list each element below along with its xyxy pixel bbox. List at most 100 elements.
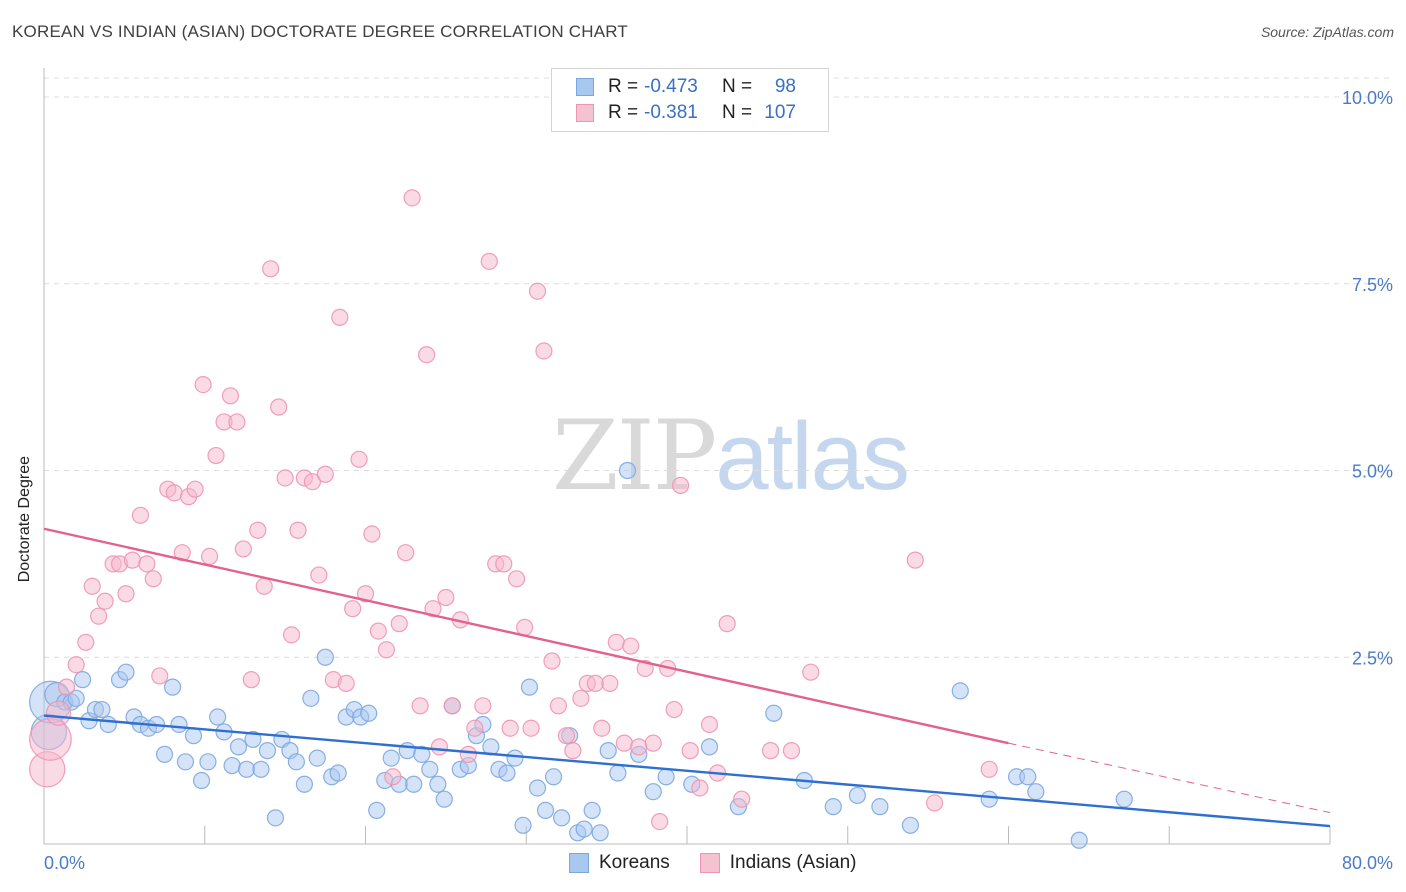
indian-point bbox=[90, 607, 108, 625]
indian-point bbox=[417, 346, 436, 364]
legend-swatch-pink bbox=[576, 104, 594, 122]
legend-n-label: N = bbox=[722, 102, 753, 123]
indian-point bbox=[186, 480, 204, 498]
korean-point bbox=[520, 678, 539, 696]
indians-label: Indians (Asian) bbox=[729, 852, 857, 873]
indian-point bbox=[501, 719, 519, 737]
korean-point bbox=[99, 715, 117, 734]
korean-point bbox=[421, 760, 439, 778]
indian-point bbox=[131, 506, 150, 524]
korean-point bbox=[164, 678, 182, 696]
indian-point bbox=[67, 656, 85, 674]
korean-point bbox=[209, 708, 227, 726]
indian-point bbox=[630, 738, 648, 756]
indian-point bbox=[276, 469, 294, 487]
indian-point bbox=[466, 719, 484, 737]
korean-point bbox=[765, 704, 783, 722]
korean-point bbox=[368, 801, 386, 819]
watermark: ZIPatlas bbox=[552, 400, 910, 512]
indian-point bbox=[331, 308, 349, 326]
korean-point bbox=[901, 816, 920, 834]
indian-point bbox=[718, 615, 736, 633]
korean-point bbox=[553, 809, 571, 827]
indian-point bbox=[363, 525, 381, 543]
korean-point bbox=[536, 801, 555, 819]
indian-point bbox=[377, 641, 395, 659]
indian-point bbox=[151, 667, 169, 685]
indian-point bbox=[390, 615, 408, 633]
indian-point bbox=[430, 738, 449, 756]
korean-point bbox=[429, 775, 447, 793]
korean-point bbox=[599, 742, 617, 760]
korean-point bbox=[1070, 831, 1088, 849]
indian-point bbox=[397, 544, 415, 562]
korean-point bbox=[199, 753, 217, 771]
indian-point bbox=[194, 375, 212, 394]
y-tick-label: 2.5% bbox=[1352, 648, 1393, 668]
indian-point bbox=[369, 622, 387, 640]
indian-point bbox=[29, 718, 72, 761]
korean-point bbox=[413, 745, 431, 763]
indian-point bbox=[228, 413, 246, 431]
indian-point bbox=[200, 547, 219, 566]
korean-point bbox=[93, 700, 111, 719]
indian-point bbox=[535, 342, 553, 360]
legend-item-indians[interactable]: Indians (Asian) bbox=[699, 852, 857, 874]
indian-point bbox=[337, 674, 355, 692]
legend-n-value: 98 bbox=[774, 76, 796, 97]
korean-point bbox=[237, 760, 256, 778]
indian-point bbox=[45, 700, 72, 726]
korean-point bbox=[252, 760, 270, 778]
korean-point bbox=[609, 764, 627, 782]
indian-point bbox=[557, 727, 576, 745]
indian-point bbox=[586, 674, 604, 692]
korean-point bbox=[1115, 790, 1133, 808]
indian-point bbox=[802, 663, 820, 681]
korean-point bbox=[848, 786, 866, 805]
korean-trend-line bbox=[43, 714, 1331, 828]
korean-point bbox=[575, 820, 593, 838]
y-tick-label: 5.0% bbox=[1352, 462, 1393, 482]
indian-point bbox=[516, 618, 534, 636]
x-tick-label: 0.0% bbox=[44, 853, 85, 873]
y-axis-label: Doctorate Degree bbox=[16, 456, 33, 583]
indian-point bbox=[411, 697, 429, 715]
indian-point bbox=[671, 476, 690, 495]
indian-point bbox=[700, 715, 719, 734]
korean-point bbox=[308, 749, 326, 767]
indian-point bbox=[980, 760, 998, 778]
korean-point bbox=[329, 764, 347, 782]
indian-point bbox=[289, 521, 307, 539]
koreans-label: Koreans bbox=[599, 852, 670, 873]
korean-point bbox=[67, 689, 85, 707]
korean-point bbox=[192, 771, 211, 790]
indian-point bbox=[761, 742, 780, 760]
korean-point bbox=[360, 704, 378, 722]
legend-r-value: -0.381 bbox=[644, 102, 698, 123]
korean-point bbox=[266, 809, 285, 827]
indian-point bbox=[622, 637, 640, 655]
indian-point bbox=[282, 626, 301, 644]
indian-point bbox=[665, 700, 683, 719]
indian-point bbox=[123, 551, 142, 569]
korean-point bbox=[73, 671, 92, 689]
x-tick-label: 80.0% bbox=[1342, 853, 1393, 873]
korean-point bbox=[657, 768, 675, 786]
indian-point bbox=[262, 260, 280, 278]
korean-point bbox=[295, 775, 314, 793]
indian-trend-line bbox=[43, 527, 1009, 745]
indian-point bbox=[303, 473, 322, 491]
korean-point bbox=[155, 745, 174, 763]
legend-item-koreans[interactable]: Koreans bbox=[569, 852, 670, 874]
indian-point bbox=[356, 585, 375, 603]
indian-point bbox=[459, 745, 477, 763]
indian-point bbox=[691, 779, 709, 797]
indian-point bbox=[138, 555, 156, 573]
korean-point bbox=[435, 790, 453, 808]
legend-row-koreans: R = -0.473 N = 98 bbox=[576, 75, 796, 99]
korean-point bbox=[184, 727, 203, 745]
indian-point bbox=[508, 570, 526, 588]
indian-point bbox=[543, 652, 561, 670]
correlation-legend: R = -0.473 N = 98 R = -0.381 N = 107 bbox=[551, 68, 829, 132]
indian-point bbox=[651, 812, 669, 831]
